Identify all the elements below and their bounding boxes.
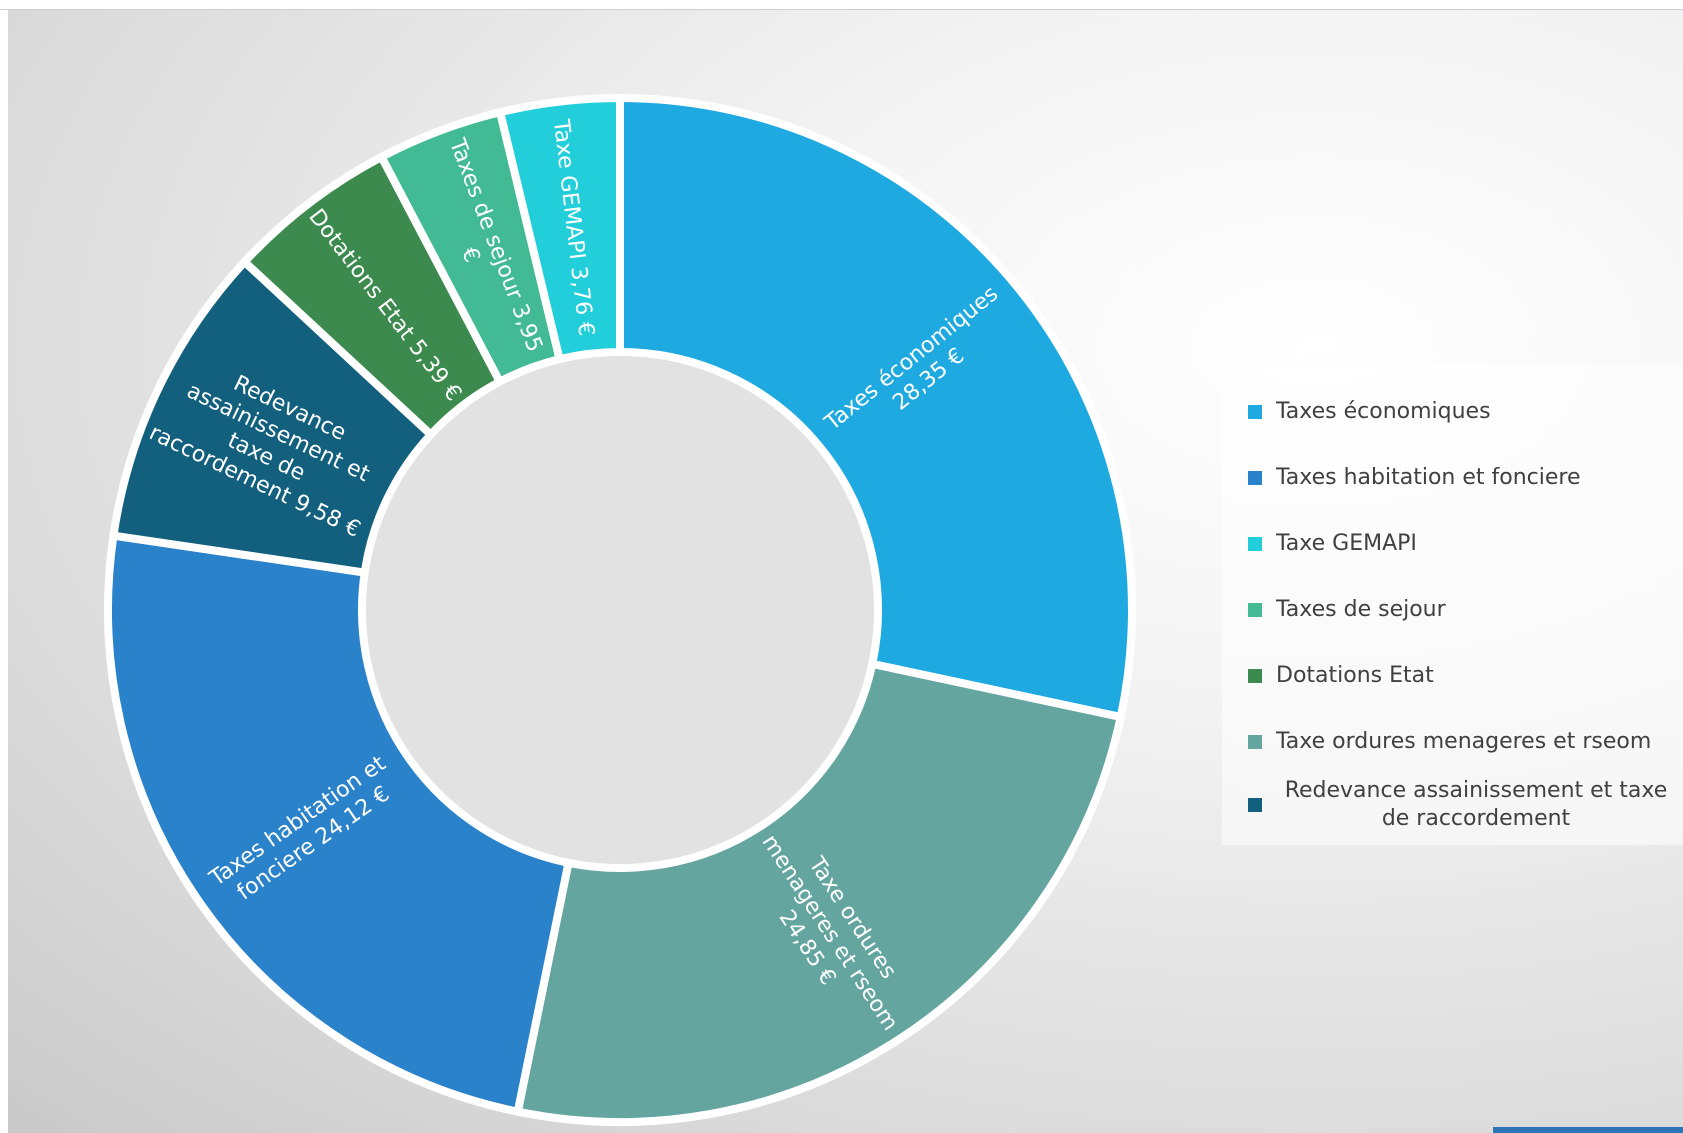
legend-label: Taxes de sejour [1276, 597, 1446, 622]
legend-label: Taxe GEMAPI [1276, 531, 1417, 556]
legend-item-taxes-sejour: Taxes de sejour [1248, 597, 1446, 622]
donut-chart: Taxes économiques28,35 €Taxe orduresmena… [104, 94, 1136, 1126]
legend-label: Redevance assainissement et taxe de racc… [1284, 778, 1668, 831]
legend-item-taxe-gemapi: Taxe GEMAPI [1248, 531, 1417, 556]
legend-item-taxes-economiques: Taxes économiques [1248, 399, 1491, 424]
top-divider-line [0, 9, 1683, 10]
legend-item-taxes-habitation: Taxes habitation et fonciere [1248, 465, 1581, 490]
legend-swatch [1248, 536, 1262, 551]
legend-swatch [1248, 734, 1262, 749]
legend-swatch [1248, 798, 1262, 812]
legend-label: Taxes économiques [1276, 399, 1491, 424]
legend: Taxes économiques Taxes habitation et fo… [1222, 365, 1683, 845]
legend-item-dotations-etat: Dotations Etat [1248, 663, 1434, 688]
legend-swatch [1248, 602, 1262, 617]
corner-accent-bar [1493, 1127, 1683, 1133]
legend-label: Taxe ordures menageres et rseom [1276, 729, 1652, 754]
donut-hole [366, 356, 874, 864]
legend-swatch [1248, 668, 1262, 683]
slice-taxes-habitation-et-fonciere [104, 531, 573, 1116]
slice-taxe-gemapi [496, 94, 624, 364]
slice-taxe-ordures-menageres-et-rseom [513, 659, 1125, 1126]
chart-area: Taxes économiques28,35 € Taxe orduresmena… [8, 10, 1683, 1133]
legend-swatch [1248, 404, 1262, 419]
slice-taxes-economiques [616, 94, 1136, 721]
legend-label: Dotations Etat [1276, 663, 1434, 688]
legend-swatch [1248, 470, 1262, 485]
slice-redevance-assainissement-et-taxe-de-raccordement [109, 257, 435, 577]
slices-layer [104, 94, 1136, 1126]
legend-item-taxe-ordures: Taxe ordures menageres et rseom [1248, 729, 1651, 754]
legend-item-redevance-assainissement: Redevance assainissement et taxe de racc… [1248, 777, 1676, 833]
legend-label: Taxes habitation et fonciere [1276, 465, 1581, 490]
